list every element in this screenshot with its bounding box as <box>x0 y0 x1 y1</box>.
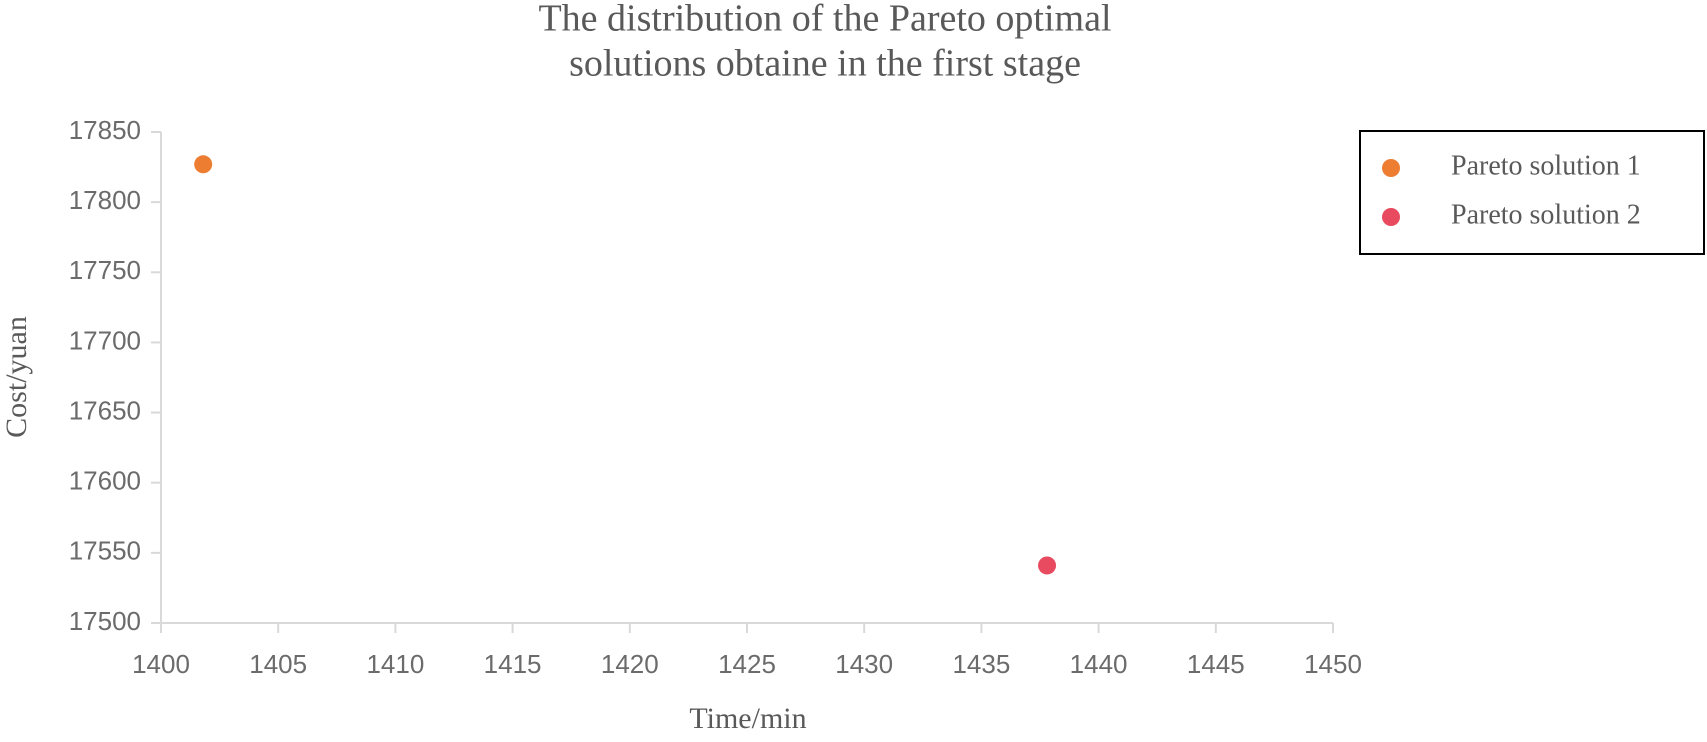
point <box>1038 556 1057 575</box>
x-tick-label: 1400 <box>132 649 190 679</box>
y-axis-label: Cost/yuan <box>0 316 33 438</box>
legend-label: Pareto solution 2 <box>1451 199 1641 230</box>
y-tick-label: 17600 <box>69 466 141 496</box>
x-tick-label: 1405 <box>249 649 307 679</box>
x-axis-label: Time/min <box>689 702 806 735</box>
legend <box>1359 130 1705 255</box>
x-tick-label: 1425 <box>718 649 776 679</box>
x-tick-label: 1430 <box>835 649 893 679</box>
legend-marker <box>1382 208 1400 226</box>
y-tick-label: 17550 <box>69 536 141 566</box>
x-tick-label: 1420 <box>601 649 659 679</box>
y-tick-label: 17750 <box>69 255 141 285</box>
y-tick-label: 17800 <box>69 185 141 215</box>
point <box>194 155 213 174</box>
x-tick-label: 1445 <box>1187 649 1245 679</box>
y-tick-label: 17700 <box>69 325 141 355</box>
x-tick-label: 1450 <box>1304 649 1362 679</box>
chart-title: The distribution of the Pareto optimal <box>538 0 1111 40</box>
y-tick-label: 17650 <box>69 395 141 425</box>
x-tick-label: 1410 <box>366 649 424 679</box>
legend-marker <box>1382 159 1400 177</box>
legend-label: Pareto solution 1 <box>1451 150 1641 181</box>
x-tick-label: 1440 <box>1070 649 1128 679</box>
chart-title: solutions obtaine in the first stage <box>569 43 1081 85</box>
x-tick-label: 1435 <box>952 649 1010 679</box>
x-tick-label: 1415 <box>484 649 542 679</box>
y-tick-label: 17500 <box>69 606 141 636</box>
y-tick-label: 17850 <box>69 115 141 145</box>
